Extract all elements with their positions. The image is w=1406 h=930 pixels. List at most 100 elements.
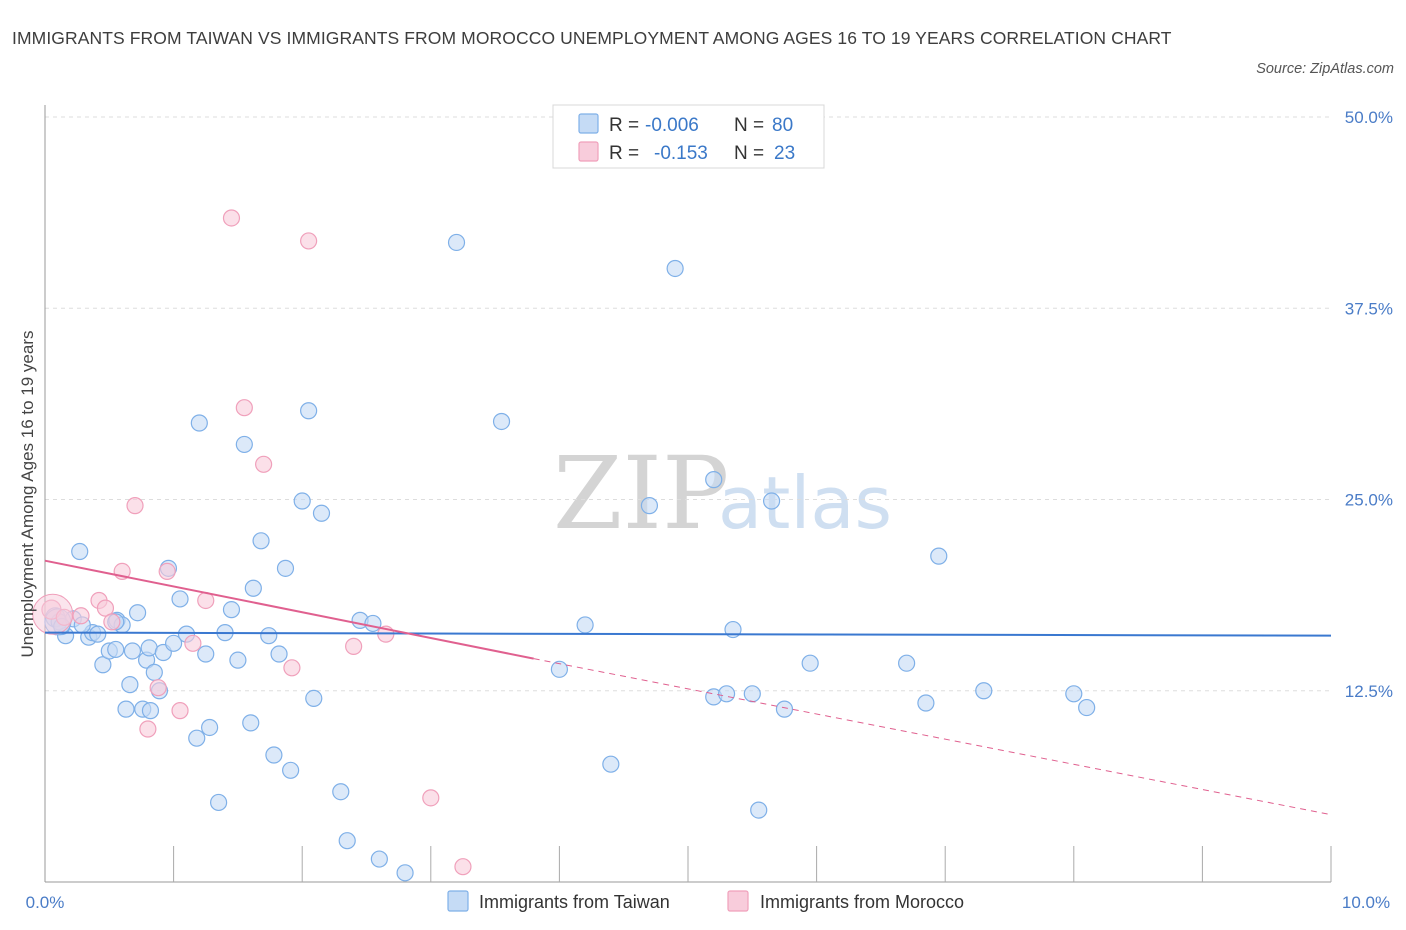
trendline-morocco — [44, 559, 534, 660]
series-legend: Immigrants from Taiwan Immigrants from M… — [447, 890, 964, 912]
morocco-point — [300, 232, 318, 250]
y-tick-label: 25.0% — [1345, 491, 1393, 510]
taiwan-point — [121, 676, 139, 694]
morocco-point-cluster — [32, 593, 74, 635]
taiwan-point — [276, 559, 295, 577]
taiwan-point — [775, 700, 794, 718]
legend-r-value-taiwan: -0.006 — [645, 115, 699, 136]
taiwan-point — [270, 645, 288, 663]
taiwan-point — [492, 412, 511, 431]
morocco-point — [235, 399, 253, 417]
morocco-point — [96, 599, 115, 617]
series-morocco-points — [32, 209, 472, 876]
x-ticks — [173, 846, 1332, 882]
taiwan-point — [190, 414, 208, 432]
taiwan-point — [898, 654, 916, 672]
taiwan-point — [140, 639, 158, 657]
taiwan-point — [252, 532, 270, 550]
morocco-point — [184, 634, 202, 652]
x-tick-label-max: 10.0% — [1342, 893, 1390, 912]
taiwan-point — [1078, 698, 1096, 717]
taiwan-point — [338, 832, 356, 850]
taiwan-point — [930, 547, 948, 565]
taiwan-point — [801, 654, 819, 672]
morocco-point — [171, 702, 189, 720]
taiwan-point — [762, 492, 781, 510]
morocco-point — [72, 607, 90, 625]
legend-n-label-morocco: N = — [734, 143, 764, 164]
taiwan-point — [293, 492, 311, 510]
taiwan-point — [743, 685, 761, 703]
taiwan-point — [750, 801, 768, 819]
taiwan-point — [550, 660, 569, 678]
legend-swatch-morocco — [578, 141, 599, 162]
morocco-point — [255, 455, 273, 473]
taiwan-point — [364, 614, 382, 633]
taiwan-point — [141, 702, 160, 720]
trendline-taiwan — [44, 631, 1332, 637]
watermark-zip: ZIP — [553, 435, 729, 552]
y-tick-label: 50.0% — [1345, 108, 1393, 127]
trendline-morocco-extension — [533, 658, 1332, 816]
trendlines — [44, 559, 1332, 816]
taiwan-point — [165, 634, 183, 652]
legend-n-label-taiwan: N = — [734, 115, 764, 136]
taiwan-point — [312, 504, 331, 522]
taiwan-point — [244, 579, 262, 597]
taiwan-point — [197, 645, 215, 663]
y-tick-labels: 12.5% 25.0% 37.5% 50.0% — [1345, 108, 1393, 701]
morocco-point — [283, 659, 301, 677]
taiwan-point — [171, 590, 189, 608]
taiwan-point — [123, 642, 142, 660]
taiwan-point — [201, 718, 219, 737]
source-label: Source: ZipAtlas.com — [1256, 61, 1394, 77]
morocco-point — [126, 497, 144, 515]
taiwan-point — [705, 471, 723, 489]
taiwan-point — [917, 694, 935, 712]
bottom-legend-swatch-taiwan — [447, 890, 469, 912]
series-taiwan-points — [44, 233, 1096, 882]
taiwan-point — [260, 627, 278, 645]
bottom-legend-swatch-morocco — [727, 890, 749, 912]
taiwan-point — [89, 625, 107, 643]
bottom-legend-label-taiwan: Immigrants from Taiwan — [479, 892, 670, 912]
morocco-point — [149, 679, 167, 697]
taiwan-point — [640, 497, 659, 515]
y-axis-title: Unemployment Among Ages 16 to 19 years — [18, 331, 37, 658]
legend-r-label-morocco: R = — [609, 143, 639, 164]
morocco-point — [454, 858, 472, 876]
taiwan-point — [188, 729, 206, 747]
taiwan-point — [300, 402, 318, 420]
taiwan-point — [666, 259, 684, 278]
taiwan-point — [602, 755, 620, 773]
legend-r-label-taiwan: R = — [609, 115, 639, 136]
taiwan-point — [229, 651, 247, 669]
taiwan-point — [975, 682, 993, 700]
morocco-point — [139, 720, 157, 738]
morocco-point — [158, 562, 176, 581]
morocco-point — [422, 789, 440, 807]
taiwan-point — [210, 793, 228, 812]
stats-legend: R = -0.006 N = 80 R = -0.153 N = 23 — [552, 104, 825, 169]
x-tick-label-min: 0.0% — [26, 893, 65, 912]
taiwan-point — [117, 700, 135, 718]
taiwan-point — [1065, 685, 1083, 703]
legend-r-value-morocco: -0.153 — [654, 143, 708, 164]
taiwan-point — [242, 714, 260, 732]
morocco-point — [222, 209, 241, 227]
watermark-atlas: atlas — [718, 461, 892, 545]
y-tick-label: 37.5% — [1345, 299, 1393, 318]
morocco-point — [103, 613, 121, 631]
y-tick-label: 12.5% — [1345, 682, 1393, 701]
taiwan-point — [145, 663, 163, 681]
bottom-legend-label-morocco: Immigrants from Morocco — [760, 892, 964, 912]
taiwan-point — [305, 689, 323, 708]
taiwan-point — [447, 233, 466, 252]
taiwan-point — [107, 640, 125, 659]
chart-title: IMMIGRANTS FROM TAIWAN VS IMMIGRANTS FRO… — [12, 28, 1172, 48]
taiwan-point — [71, 542, 89, 561]
taiwan-point — [222, 601, 241, 619]
morocco-point — [345, 637, 363, 655]
taiwan-point — [332, 783, 350, 801]
